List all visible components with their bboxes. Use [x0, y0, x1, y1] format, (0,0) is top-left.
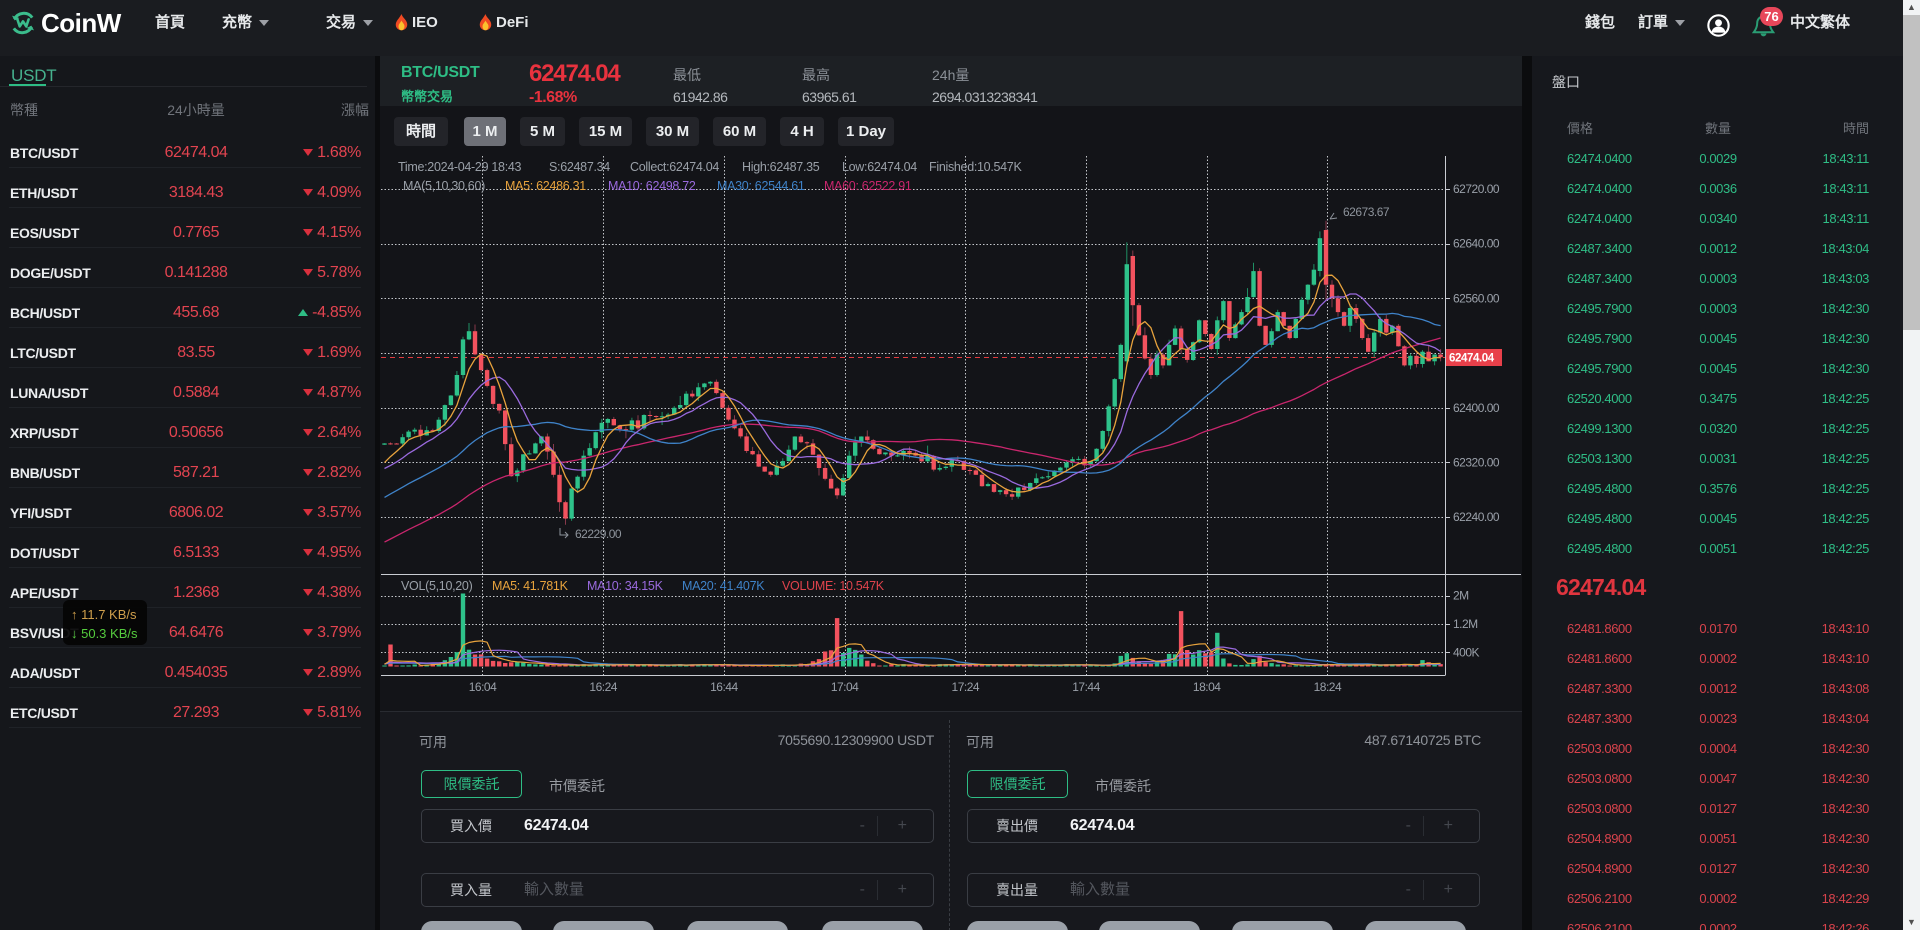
svg-text:MA30: 62544.61: MA30: 62544.61 — [717, 179, 805, 193]
svg-text:VOL(5,10,20): VOL(5,10,20) — [401, 579, 473, 593]
svg-text:62240.00: 62240.00 — [1453, 510, 1500, 524]
svg-text:62320.00: 62320.00 — [1453, 456, 1500, 470]
svg-text:Low:62474.04: Low:62474.04 — [842, 160, 917, 174]
svg-text:17:24: 17:24 — [952, 680, 980, 694]
svg-text:MA5: 41.781K: MA5: 41.781K — [492, 579, 569, 593]
svg-text:18:04: 18:04 — [1193, 680, 1221, 694]
svg-text:MA60: 62522.91: MA60: 62522.91 — [824, 179, 912, 193]
svg-text:16:24: 16:24 — [589, 680, 617, 694]
svg-text:2M: 2M — [1453, 589, 1469, 603]
svg-text:62400.00: 62400.00 — [1453, 401, 1500, 415]
svg-text:MA20: 41.407K: MA20: 41.407K — [682, 579, 765, 593]
svg-text:S:62487.34: S:62487.34 — [549, 160, 610, 174]
svg-text:1.2M: 1.2M — [1453, 617, 1478, 631]
svg-text:62720.00: 62720.00 — [1453, 182, 1500, 196]
svg-text:62560.00: 62560.00 — [1453, 291, 1500, 305]
svg-text:Time:2024-04-29 18:43: Time:2024-04-29 18:43 — [398, 160, 522, 174]
svg-text:18:24: 18:24 — [1314, 680, 1342, 694]
svg-text:MA10: 62498.72: MA10: 62498.72 — [608, 179, 696, 193]
svg-text:Finished:10.547K: Finished:10.547K — [929, 160, 1022, 174]
svg-text:16:04: 16:04 — [469, 680, 497, 694]
svg-text:400K: 400K — [1453, 645, 1480, 659]
svg-text:High:62487.35: High:62487.35 — [742, 160, 820, 174]
svg-text:17:04: 17:04 — [831, 680, 859, 694]
svg-text:62229.00: 62229.00 — [575, 527, 622, 541]
svg-text:MA5: 62486.31: MA5: 62486.31 — [505, 179, 586, 193]
svg-text:62673.67: 62673.67 — [1343, 205, 1390, 219]
svg-text:MA(5,10,30,60): MA(5,10,30,60) — [403, 179, 485, 193]
svg-text:62640.00: 62640.00 — [1453, 237, 1500, 251]
svg-text:Collect:62474.04: Collect:62474.04 — [630, 160, 719, 174]
svg-text:17:44: 17:44 — [1072, 680, 1100, 694]
svg-text:MA10: 34.15K: MA10: 34.15K — [587, 579, 664, 593]
svg-text:VOLUME: 10.547K: VOLUME: 10.547K — [782, 579, 885, 593]
svg-text:16:44: 16:44 — [710, 680, 738, 694]
svg-text:62474.04: 62474.04 — [1449, 353, 1495, 365]
